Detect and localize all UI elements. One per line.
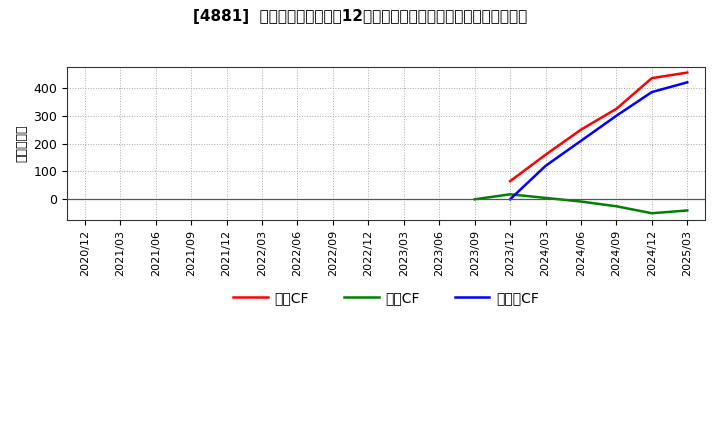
Legend: 営業CF, 投資CF, フリーCF: 営業CF, 投資CF, フリーCF: [228, 286, 545, 311]
Line: 投資CF: 投資CF: [474, 194, 688, 213]
投資CF: [577, 199, 585, 204]
営業CF: [541, 152, 550, 158]
フリーCF: [505, 197, 514, 202]
フリーCF: [647, 89, 656, 95]
営業CF: [612, 106, 621, 111]
Line: フリーCF: フリーCF: [510, 82, 688, 199]
投資CF: [647, 211, 656, 216]
投資CF: [470, 197, 479, 202]
フリーCF: [541, 163, 550, 169]
Text: [4881]  キャッシュフローの12か月移動合計の対前年同期増減額の推移: [4881] キャッシュフローの12か月移動合計の対前年同期増減額の推移: [193, 9, 527, 24]
Line: 営業CF: 営業CF: [510, 73, 688, 181]
フリーCF: [612, 113, 621, 118]
投資CF: [683, 208, 692, 213]
フリーCF: [683, 80, 692, 85]
フリーCF: [577, 138, 585, 143]
投資CF: [541, 195, 550, 201]
営業CF: [577, 127, 585, 132]
投資CF: [612, 204, 621, 209]
営業CF: [683, 70, 692, 75]
営業CF: [505, 179, 514, 184]
Y-axis label: （百万円）: （百万円）: [15, 125, 28, 162]
営業CF: [647, 76, 656, 81]
投資CF: [505, 192, 514, 197]
